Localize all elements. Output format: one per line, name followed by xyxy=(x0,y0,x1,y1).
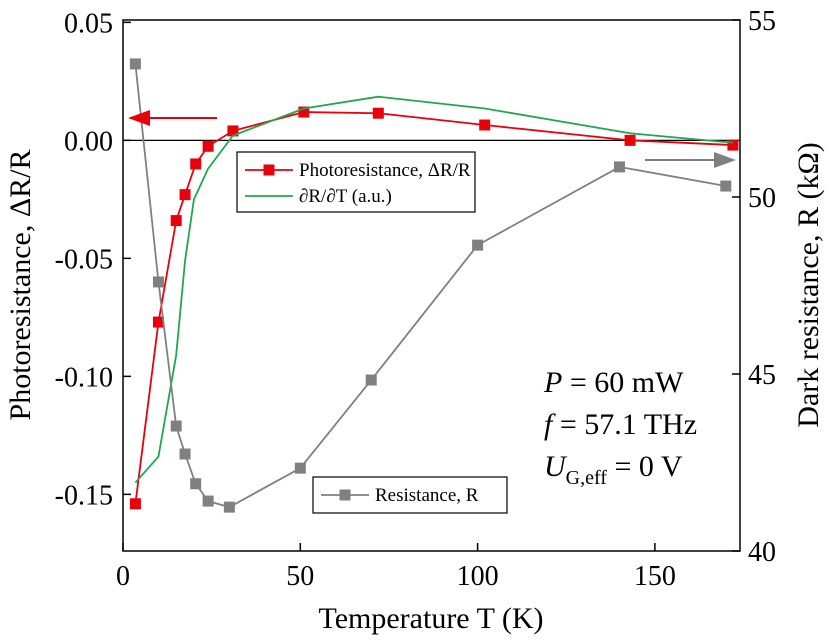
annotation-part: = 0 V xyxy=(607,450,683,483)
plot xyxy=(123,58,740,513)
marker xyxy=(152,276,164,288)
marker xyxy=(223,501,235,513)
marker xyxy=(152,316,164,328)
marker xyxy=(365,374,377,386)
annotation-part: G,eff xyxy=(566,467,608,489)
legend-marker xyxy=(263,164,275,176)
y2-axis-title: Dark resistance, R (kΩ) xyxy=(792,142,825,428)
marker xyxy=(613,161,625,173)
marker xyxy=(294,462,306,474)
legend-label: ∂R/∂T (a.u.) xyxy=(299,186,392,207)
marker xyxy=(170,420,182,432)
series-line xyxy=(134,95,733,484)
marker xyxy=(170,215,182,227)
y-axis-title: Photoresistance, ΔR/R xyxy=(4,150,37,421)
x-tick-label: 0 xyxy=(116,561,130,592)
y-tick-label: -0.10 xyxy=(55,362,113,393)
plot-frame xyxy=(122,19,741,552)
annotation: P = 60 mW xyxy=(543,366,684,399)
marker xyxy=(298,106,310,118)
marker xyxy=(129,58,141,70)
right-arrow xyxy=(645,152,736,168)
series-line xyxy=(134,63,726,509)
annotation-part: P xyxy=(543,366,562,399)
marker xyxy=(202,140,214,152)
y-tick-label: -0.05 xyxy=(55,244,113,275)
x-axis-title: Temperature T (K) xyxy=(318,602,543,635)
marker xyxy=(129,498,141,510)
marker xyxy=(727,139,739,151)
marker xyxy=(479,119,491,131)
legend-marker xyxy=(339,489,351,501)
marker xyxy=(179,189,191,201)
series-line xyxy=(134,111,733,504)
left-arrow xyxy=(128,110,217,126)
marker xyxy=(190,478,202,490)
marker xyxy=(720,180,732,192)
marker xyxy=(372,107,384,119)
marker xyxy=(624,134,636,146)
y2-tick-label: 55 xyxy=(748,6,776,37)
y2-tick-label: 50 xyxy=(748,183,776,214)
legend-label: Photoresistance, ΔR/R xyxy=(299,160,471,181)
marker xyxy=(202,495,214,507)
annotation-part: U xyxy=(544,450,568,483)
annotation: UG,eff = 0 V xyxy=(544,450,683,489)
annotation-part: = 60 mW xyxy=(562,366,684,399)
x-tick-label: 150 xyxy=(634,561,676,592)
marker xyxy=(179,448,191,460)
y2-tick-label: 45 xyxy=(748,360,776,391)
x-tick-label: 50 xyxy=(286,561,314,592)
marker xyxy=(227,125,239,137)
annotation: f = 57.1 THz xyxy=(544,408,697,441)
marker xyxy=(190,158,202,170)
legend-label: Resistance, R xyxy=(375,485,479,506)
legend-box xyxy=(236,151,476,213)
x-tick-label: 100 xyxy=(457,561,499,592)
y-tick-label: -0.15 xyxy=(55,480,113,511)
y-tick-label: 0.05 xyxy=(64,8,113,39)
annotation-part: = 57.1 THz xyxy=(552,408,697,441)
y2-tick-label: 40 xyxy=(748,537,776,568)
y-tick-label: 0.00 xyxy=(64,126,113,157)
marker xyxy=(472,239,484,251)
